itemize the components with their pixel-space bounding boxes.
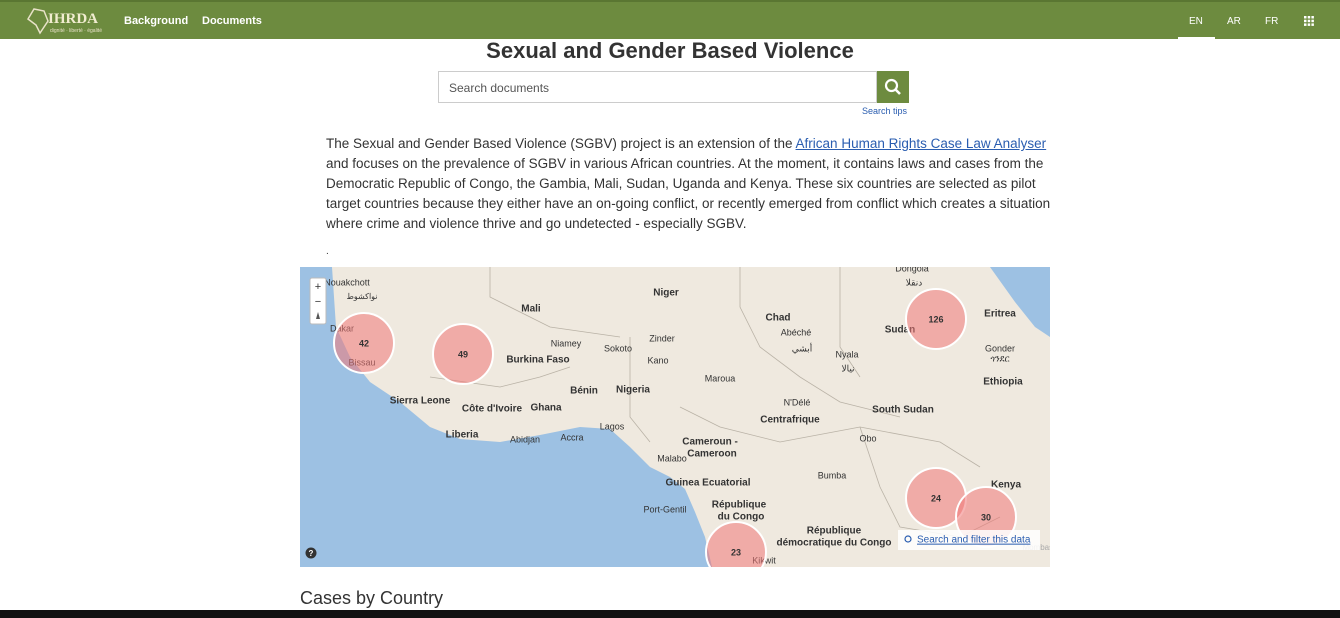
place-label: Burkina Faso: [506, 355, 569, 366]
nav-link[interactable]: Background: [124, 15, 189, 27]
place-label: Abéché: [781, 327, 812, 337]
section-title: Cases by Country: [300, 588, 444, 608]
red-sea: [990, 267, 1050, 337]
cluster-count: 42: [359, 338, 369, 348]
place-label: Bumba: [818, 470, 847, 480]
map[interactable]: NouakchottنواكشوطDakarBissauMaliNigerNia…: [300, 267, 1050, 567]
filter-box[interactable]: [898, 530, 1040, 550]
place-label: Port-Gentil: [643, 504, 686, 514]
place-label: Niger: [653, 288, 679, 299]
logo-tagline: dignité · liberté · égalité: [50, 28, 102, 34]
intro-link[interactable]: African Human Rights Case Law Analyser: [795, 136, 1047, 151]
place-label: Nouakchott: [324, 277, 370, 287]
cluster-marker[interactable]: [705, 521, 767, 567]
place-label: أبشي: [792, 341, 813, 353]
filter-icon: [904, 535, 912, 543]
intro-text: The Sexual and Gender Based Violence (SG…: [326, 134, 1056, 262]
place-label: Liberia: [446, 430, 479, 441]
place-label: Eritrea: [984, 309, 1016, 320]
help-icon[interactable]: [305, 547, 317, 559]
place-label: Sudan: [885, 325, 916, 336]
logo-icon: [27, 8, 49, 35]
filter-link[interactable]: Search and filter this data: [917, 535, 1031, 546]
cluster-marker[interactable]: [432, 323, 494, 385]
lang-link[interactable]: AR: [1227, 16, 1241, 27]
place-label: نيالا: [841, 363, 854, 373]
intro-text: The Sexual and Gender Based Violence (SG…: [326, 136, 796, 151]
place-label: Ghana: [530, 403, 562, 414]
place-label: Guinea Ecuatorial: [665, 478, 750, 489]
place-label: Ethiopia: [983, 377, 1023, 388]
place-label: N'Délé: [784, 397, 811, 407]
place-label: démocratique du Congo: [777, 538, 892, 549]
place-label: Sierra Leone: [390, 396, 451, 407]
place-label: Malabo: [657, 453, 687, 463]
apps-icon[interactable]: [1304, 16, 1314, 26]
cluster-marker[interactable]: [905, 288, 967, 350]
cluster-count: 49: [458, 349, 468, 359]
cluster-marker[interactable]: [333, 312, 395, 374]
borders: [429, 267, 1001, 538]
place-label: Abidjan: [510, 434, 540, 444]
cluster-count: 24: [931, 493, 941, 503]
place-label: République: [712, 500, 767, 511]
search-button[interactable]: [877, 71, 909, 103]
active-underline: [1178, 37, 1215, 39]
cluster-count: 23: [731, 547, 741, 557]
lang-link[interactable]: FR: [1265, 16, 1279, 27]
place-label: Maroua: [705, 373, 736, 383]
dot: .: [326, 246, 329, 257]
bottom-bar: [0, 610, 1340, 618]
place-label: Mali: [521, 304, 541, 315]
place-label: Nyala: [835, 349, 858, 359]
place-label: Lagos: [600, 421, 625, 431]
lang-link[interactable]: EN: [1189, 16, 1203, 27]
logo[interactable]: IHRDA: [48, 11, 99, 27]
search-input[interactable]: Search documents: [438, 71, 877, 103]
place-label: Cameroon: [687, 449, 736, 460]
help-icon-text: ?: [309, 549, 314, 558]
place-label: République: [807, 526, 862, 537]
nav-bar: IHRDA dignité · liberté · égalité Backgr…: [0, 0, 1340, 39]
place-label: دنقلا: [906, 277, 922, 287]
place-label: Cameroun -: [682, 437, 738, 448]
place-label: Kano: [647, 355, 668, 365]
zoom-control[interactable]: [309, 277, 327, 325]
cluster-count: 30: [981, 512, 991, 522]
place-label: Niamey: [551, 338, 582, 348]
place-label: Dongola: [895, 267, 929, 273]
compass: [316, 312, 320, 319]
place-label: نواكشوط: [346, 292, 377, 301]
place-label: Bénin: [570, 386, 598, 397]
place-label: Chad: [766, 313, 791, 324]
place-label: Obo: [859, 433, 876, 443]
place-label: Sokoto: [604, 343, 632, 353]
place-label: Nigeria: [616, 385, 650, 396]
place-label: South Sudan: [872, 405, 934, 416]
place-label: du Congo: [718, 512, 765, 523]
search-tips[interactable]: Search tips: [862, 106, 908, 116]
zoom-out[interactable]: −: [315, 296, 321, 308]
place-label: Côte d'Ivoire: [462, 404, 523, 415]
place-label: Centrafrique: [760, 415, 820, 426]
cluster-count: 126: [928, 314, 943, 324]
place-label: Gonder: [985, 343, 1015, 353]
place-label: ጎንደር: [990, 353, 1009, 363]
place-label: Kenya: [991, 480, 1021, 491]
sea: [300, 267, 712, 567]
place-label: Accra: [560, 432, 583, 442]
zoom-in[interactable]: +: [315, 281, 321, 293]
page-title: Sexual and Gender Based Violence: [486, 38, 854, 63]
nav-link[interactable]: Documents: [202, 15, 262, 27]
place-label: Zinder: [649, 333, 675, 343]
intro-text: and focuses on the prevalence of SGBV in…: [326, 156, 1051, 231]
